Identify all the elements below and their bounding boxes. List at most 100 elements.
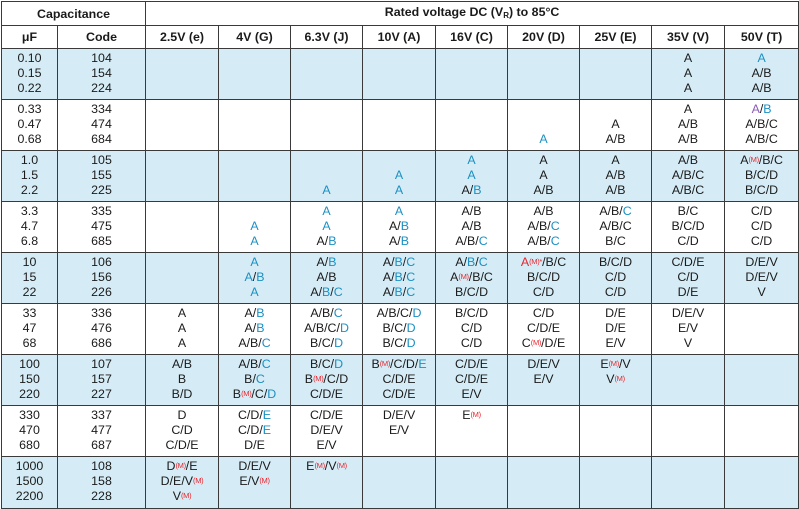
case-size-codes: B/C/D <box>454 285 489 299</box>
case-size-cell <box>362 456 437 509</box>
uf-values-cell: 330 470 680 <box>1 405 58 457</box>
voltage-header: 35V (V) <box>651 25 726 49</box>
case-size-codes: B/C/D <box>309 336 344 350</box>
uf-value: 150 <box>19 372 40 386</box>
case-size-cell: A/B A/B/C A/B/C <box>651 150 726 202</box>
case-size-codes: A/B/C <box>238 357 271 371</box>
code-value: 107 <box>91 357 112 371</box>
case-size-codes: A <box>683 66 693 80</box>
case-size-codes: C/D/E <box>309 408 344 422</box>
case-size-cell: A A/B A/B <box>724 48 799 100</box>
uf-value: 0.15 <box>17 66 42 80</box>
case-size-codes: B/C/D <box>526 270 561 284</box>
rated-voltage-suffix: ) to 85°C <box>508 4 560 19</box>
case-size-codes: B/C/D <box>745 168 779 182</box>
case-size-cell: A/B A/B/C A/B/C <box>724 99 799 151</box>
capacitance-group-row: 1000 1500 2200 108 158 228 D(M)/E D/E/V(M) V(M) D… <box>1 456 799 509</box>
case-size-codes: A/B <box>533 183 554 197</box>
case-size-codes: C/D <box>677 234 699 248</box>
case-size-cell: A A/B A <box>218 252 292 304</box>
uf-value: 2200 <box>15 489 44 503</box>
case-size-codes: A/B <box>316 270 337 284</box>
case-size-cell: B(M)/C/D/E C/D/E C/D/E <box>362 354 437 406</box>
case-size-codes: A/B <box>751 102 772 116</box>
case-size-codes: A <box>467 168 476 182</box>
case-size-codes: A/B <box>172 357 192 371</box>
rated-voltage-subscript: R <box>503 10 509 20</box>
case-size-codes: D/E/V <box>310 423 343 437</box>
case-size-codes: D/E/V <box>745 255 778 269</box>
case-size-codes: A/B <box>751 81 772 95</box>
uf-value: 0.47 <box>17 117 42 131</box>
case-size-codes: A/B <box>751 66 772 80</box>
case-size-cell: D/E/V D/E/V V <box>724 252 799 304</box>
case-size-codes: A/B <box>461 204 482 218</box>
case-size-cell: A A/B A/B <box>362 201 437 253</box>
uf-value: 470 <box>19 423 40 437</box>
case-size-codes: A <box>394 204 404 218</box>
case-size-codes: A <box>539 168 548 182</box>
case-size-codes: A <box>683 102 693 116</box>
uf-value: 22 <box>22 285 37 299</box>
case-size-codes <box>292 489 362 504</box>
case-size-codes: C/D <box>532 306 555 320</box>
case-size-codes: A <box>322 219 331 233</box>
code-value: 685 <box>91 234 112 248</box>
case-size-codes: D(M)/E <box>166 459 198 473</box>
case-size-cell: A A/B A/B <box>579 150 653 202</box>
code-value: 226 <box>91 285 112 299</box>
case-size-codes <box>581 102 651 117</box>
case-size-codes <box>509 117 579 132</box>
case-size-codes: D/E/V <box>745 270 778 284</box>
case-size-codes: A/B <box>461 219 482 233</box>
uf-value: 6.8 <box>20 234 39 248</box>
case-size-codes: A/B <box>244 321 265 335</box>
case-size-cell <box>145 201 220 253</box>
capacitance-group-row: 0.10 0.15 0.22 104 154 224 A A A A A/B A/B <box>1 48 799 100</box>
case-size-codes: C/D <box>460 321 483 335</box>
uf-value: 10 <box>22 255 37 269</box>
case-size-codes: A/B <box>389 234 409 248</box>
case-size-codes: A/B/C <box>527 219 560 233</box>
case-size-codes: B/C/D <box>309 357 344 371</box>
case-size-codes: A/B <box>389 219 409 233</box>
case-size-codes: A/B/C <box>671 168 705 182</box>
case-size-cell: A/B/C A/B/C A/B/C <box>362 252 437 304</box>
uf-value: 220 <box>19 387 40 401</box>
uf-value: 2.2 <box>20 183 39 197</box>
case-size-codes: A/B <box>678 117 698 131</box>
case-size-cell <box>579 405 653 457</box>
case-size-cell <box>435 99 509 151</box>
case-size-codes: A(M)/B/C <box>740 153 783 167</box>
code-value: 686 <box>91 336 112 350</box>
case-size-cell: D(M)/E D/E/V(M) V(M) <box>145 456 220 509</box>
case-size-cell: D/E/V E/V <box>507 354 581 406</box>
code-values-cell: 104 154 224 <box>56 48 147 100</box>
case-size-cell: C/D/E C/D/E E/V <box>435 354 509 406</box>
case-size-cell: A A A/B <box>290 201 364 253</box>
case-size-cell <box>435 48 509 100</box>
case-size-codes: D/E/V <box>238 459 271 473</box>
case-size-codes: E/V <box>316 438 337 452</box>
case-size-cell: B/C/D C/D C/D <box>579 252 653 304</box>
case-size-codes: D/E <box>244 438 265 452</box>
case-size-codes: A <box>177 336 187 350</box>
case-size-codes: A <box>394 183 404 197</box>
case-size-cell: A A A/B <box>507 150 581 202</box>
case-size-cell <box>724 456 799 509</box>
case-size-cell: D C/D C/D/E <box>145 405 220 457</box>
case-size-codes: C/D <box>750 204 773 218</box>
voltage-header: 4V (G) <box>218 25 292 49</box>
uf-value: 68 <box>22 336 37 350</box>
code-values-cell: 107 157 227 <box>56 354 147 406</box>
code-value: 336 <box>91 306 112 320</box>
case-size-codes: A <box>683 81 693 95</box>
case-size-codes: C/D/E <box>454 372 489 386</box>
case-size-cell: D/E/V E/V(M) <box>218 456 292 509</box>
case-size-codes: C/D/E <box>165 438 199 452</box>
uf-value: 47 <box>22 321 37 335</box>
case-size-cell: D/E/V E/V V <box>651 303 726 355</box>
case-size-codes: A/B <box>605 132 626 146</box>
case-size-cell: C/D C/D/E C(M)/D/E <box>507 303 581 355</box>
case-size-codes: A/B <box>244 270 265 284</box>
